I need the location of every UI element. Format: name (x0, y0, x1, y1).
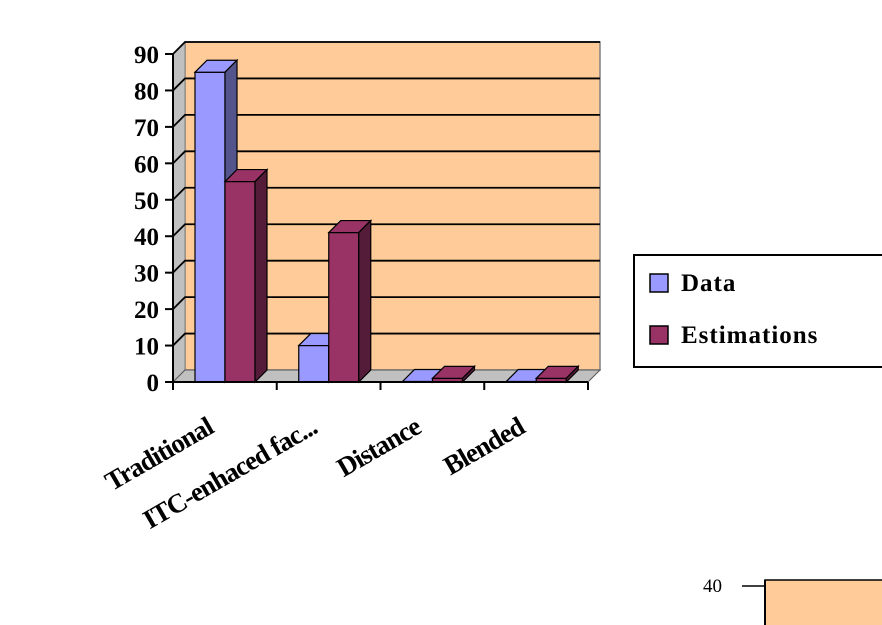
bar-side (565, 364, 579, 384)
bar-side (461, 364, 476, 384)
inset-tick-label: 40 (703, 576, 722, 597)
bar-estimations-2 (431, 364, 476, 384)
inset-plot-area (764, 579, 882, 625)
x-category-label: Blended (438, 411, 530, 481)
y-tick-label: 20 (134, 297, 159, 324)
bar-estimations-1 (327, 219, 373, 384)
legend-label: Data (681, 270, 736, 297)
y-tick-label: 80 (134, 78, 159, 105)
legend-swatch (649, 273, 669, 293)
y-tick-label: 40 (134, 224, 159, 251)
bar-side (254, 168, 268, 384)
y-tick-label: 10 (134, 334, 159, 361)
gridline (172, 259, 600, 274)
bar-front (298, 344, 330, 383)
gridline (172, 296, 600, 310)
gridline (172, 77, 600, 92)
bar-side (358, 219, 372, 384)
legend-box (633, 254, 882, 368)
y-tick-label: 90 (134, 42, 159, 69)
bar-front (328, 231, 360, 383)
axes (165, 53, 589, 390)
y-tick-label: 60 (134, 151, 159, 178)
y-tick-labels: 0 10 20 30 40 50 60 70 80 90 (134, 42, 159, 397)
gridline (172, 41, 600, 55)
gridline (172, 113, 600, 128)
y-tick-label: 70 (134, 115, 159, 142)
y-tick-label: 0 (147, 370, 160, 397)
gridline (172, 223, 600, 237)
y-tick-label: 50 (134, 188, 159, 215)
gridline (172, 150, 600, 164)
side-wall (172, 40, 186, 384)
bar-estimations-0 (223, 168, 269, 384)
x-category-label: ITC-enhaced fac... (138, 411, 322, 535)
legend: Data Estimations (633, 254, 882, 368)
inset-chart-fragment: 40 (703, 576, 882, 625)
x-category-label: Distance (332, 411, 427, 483)
y-tick-label: 30 (134, 261, 159, 288)
bar-estimations-3 (534, 364, 580, 384)
legend-label: Estimations (681, 322, 818, 349)
legend-swatch (649, 325, 669, 345)
bar-front (194, 71, 226, 383)
gridline (172, 332, 600, 347)
gridline (172, 186, 600, 201)
bar-front (224, 180, 256, 383)
